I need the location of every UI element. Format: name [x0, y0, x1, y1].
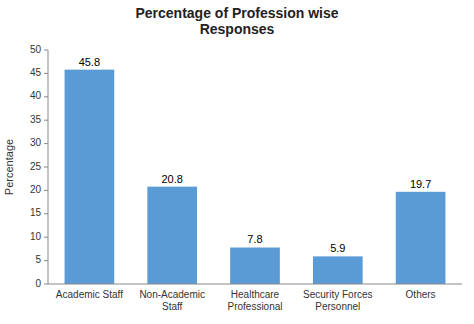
x-tick-label: Academic Staff	[56, 289, 123, 300]
y-tick-label: 45	[30, 67, 42, 78]
bar	[396, 192, 446, 284]
y-tick	[44, 190, 48, 191]
y-tick	[44, 260, 48, 261]
y-tick	[44, 143, 48, 144]
y-tick-label: 20	[30, 184, 42, 195]
bar	[65, 70, 115, 284]
bar	[313, 256, 363, 284]
y-tick-label: 5	[35, 254, 41, 265]
y-tick	[44, 96, 48, 97]
y-tick	[44, 213, 48, 214]
x-tick-label: HealthcareProfessional	[227, 289, 282, 312]
y-tick	[44, 167, 48, 168]
bars	[65, 70, 446, 284]
data-label: 19.7	[410, 178, 431, 190]
y-tick-label: 35	[30, 114, 42, 125]
data-label: 7.8	[247, 233, 262, 245]
x-axis-line	[48, 284, 462, 285]
x-tick-label: Security ForcesPersonnel	[303, 289, 372, 312]
x-tick-label: Others	[406, 289, 436, 300]
bar	[147, 187, 197, 284]
y-tick-label: 30	[30, 137, 42, 148]
y-tick-label: 40	[30, 90, 42, 101]
x-tick-label: Non-AcademicStaff	[139, 289, 205, 312]
y-tick-label: 0	[35, 278, 41, 289]
y-tick	[44, 120, 48, 121]
y-tick-label: 25	[30, 161, 42, 172]
y-tick	[44, 50, 48, 51]
title: Percentage of Profession wiseResponses	[135, 5, 338, 37]
y-tick-label: 15	[30, 207, 42, 218]
data-label: 5.9	[330, 242, 345, 254]
data-label: 45.8	[79, 56, 100, 68]
y-tick	[44, 73, 48, 74]
y-tick-label: 50	[30, 44, 42, 55]
y-tick-label: 10	[30, 231, 42, 242]
bar	[230, 247, 280, 284]
chart: Percentage of Profession wiseResponses 45…	[0, 0, 474, 324]
y-axis-label: Percentage	[3, 139, 15, 195]
data-label: 20.8	[161, 173, 182, 185]
y-tick	[44, 237, 48, 238]
y-tick	[44, 284, 48, 285]
